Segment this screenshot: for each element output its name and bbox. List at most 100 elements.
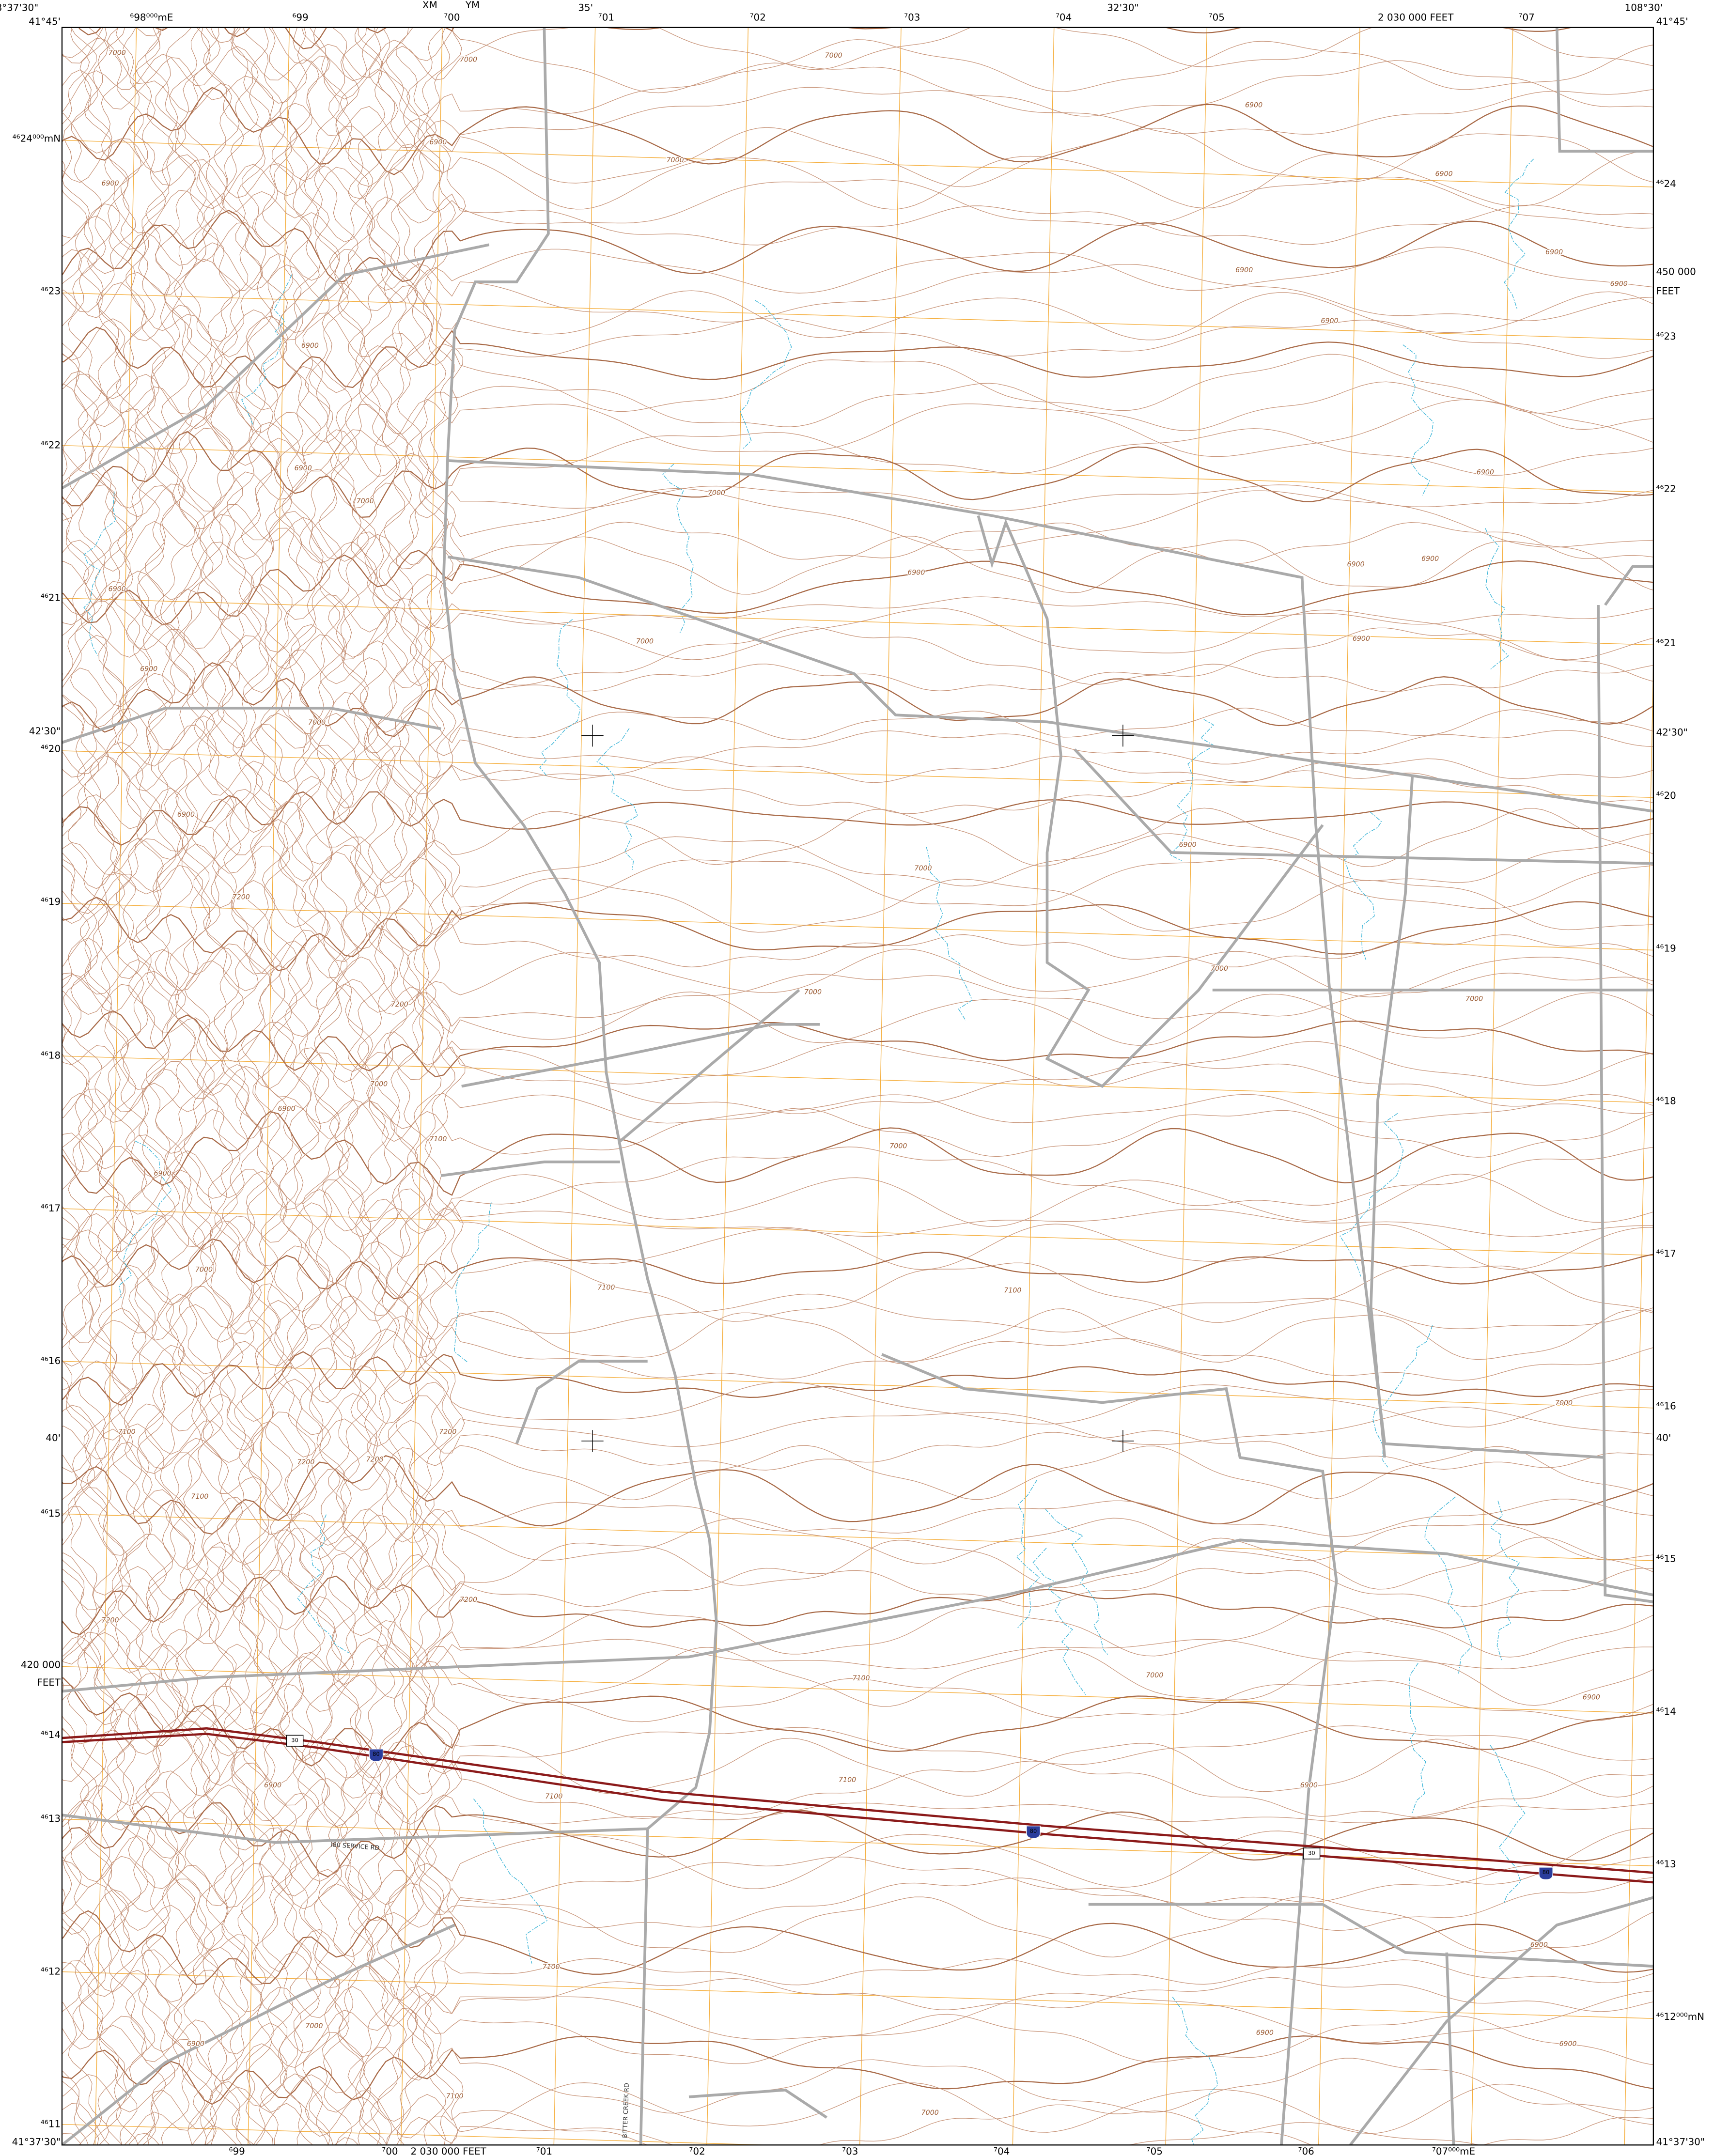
interstate [62,1733,1653,1884]
contour-elevation-label: 7000 [914,865,932,872]
contour-line [202,27,245,2145]
contour-line [62,87,1653,175]
contour-line [62,27,100,2145]
stream [1340,1113,1404,1277]
contour-elevation-label: 7000 [804,988,822,996]
collar-label: ⁴⁶19 [1656,943,1676,954]
collar-label: 108°37'30" [0,2,38,14]
contour-line [62,1784,1653,1830]
map-body [62,27,1653,2145]
contour-line [62,1529,1653,1601]
road [62,1538,1653,1693]
contour-elevation-label: 6900 [1583,1694,1600,1702]
contour-line [414,27,456,2145]
road-label: I80 SERVICE RD [330,1841,380,1852]
contour-line [62,139,1653,218]
collar-label: ⁷00 [382,2146,398,2156]
contour-line [62,1096,1653,1169]
utm-grid-line [1471,27,1513,2145]
stream [1408,1662,1426,1813]
contour-line [62,193,1653,263]
contour-elevation-label: 7100 [446,2093,463,2100]
interstate [62,1727,1653,1874]
collar-label: ⁷05 [1147,2146,1163,2156]
road [1445,1952,1455,2145]
road [461,1023,820,1088]
utm-grid-line [62,445,1653,493]
collar-label: ⁶99 [292,12,308,23]
contour-line [62,27,1653,80]
utm-grid-line [859,27,902,2145]
contour-line [62,2035,1653,2105]
graticule-tick [581,1430,604,1452]
collar-label: YM [465,0,480,11]
collar-label: ⁶98⁰⁰⁰mE [130,12,173,23]
collar-label: ⁴⁶24 [1656,178,1676,189]
contour-elevation-label: 7000 [460,56,477,64]
contour-line [62,1660,1653,1734]
contour-line [77,27,119,2145]
collar-label: ⁴⁶16 [1656,1401,1676,1412]
collar-label: 41°45' [1656,16,1688,27]
contour-elevation-label: 7000 [305,2022,323,2030]
utm-grid-line [553,27,596,2145]
contour-elevation-label: 7100 [545,1793,562,1800]
contour-elevation-label: 7200 [101,1617,119,1625]
contour-elevation-label: 6900 [1179,841,1197,849]
contour-line [62,1751,1653,1827]
interstate-shield [1026,1826,1041,1839]
stream [740,300,792,450]
contour-line [62,1198,1653,1250]
contour-elevation-label: 7000 [825,52,842,60]
collar-label: ⁴⁶14 [1656,1706,1676,1717]
contour-line [212,27,254,2145]
stream [119,1140,172,1298]
contour-elevation-label: 7100 [118,1428,136,1436]
contour-elevation-label: 6900 [1610,280,1628,288]
contour-line [357,27,399,2145]
shield-number: 80 [373,1751,379,1757]
contour-line [62,1083,1653,1139]
contour-line [250,27,293,2145]
contour-line [62,371,1653,443]
collar-label: ⁷00 [444,12,460,23]
contour-line [62,2047,1653,2129]
road [1555,27,1653,153]
collar-label: 32'30" [1107,2,1138,14]
contour-line [62,600,1653,670]
contour-elevation-label: 6900 [187,2040,204,2048]
contour-elevation-label: 6900 [264,1782,281,1789]
contour-elevation-label: 6900 [907,569,925,577]
collar-label: 108°30' [1625,2,1663,14]
contour-line [62,791,1653,846]
contour-line [347,27,389,2145]
contour-line [62,1244,1653,1334]
contour-elevation-label: 7100 [429,1135,447,1143]
graticule-tick [1112,724,1134,747]
collar-label: 42'30" [1656,727,1688,738]
interstate-shield [369,1749,384,1762]
road [62,1814,648,1844]
contour-elevation-label: 6900 [1530,1941,1548,1949]
collar-label: ⁷07⁰⁰⁰mE [1432,2146,1475,2156]
contour-line [62,1802,1653,1877]
road [881,1353,1338,2145]
contour-line [337,27,379,2145]
collar-label: 40' [1656,1432,1671,1443]
collar-label: ⁴⁶23 [41,285,61,296]
contour-line [386,27,427,2145]
collar-label: 420 000 [21,1659,61,1670]
contour-elevation-label: 6900 [1559,2040,1576,2048]
contour-line [62,819,1653,898]
stream [83,491,116,656]
contour-elevation-label: 6900 [1347,561,1364,569]
contour-line [62,1031,1653,1098]
contour-line [62,1552,1653,1623]
collar-label: 41°37'30" [12,2136,61,2147]
contour-line [62,1962,1653,2027]
collar-label: ⁴⁶24⁰⁰⁰mN [13,133,61,144]
contour-line [62,30,1653,104]
stream [453,1202,492,1363]
collar-label: 450 000 [1656,266,1696,278]
contour-elevation-label: 7000 [667,156,684,164]
